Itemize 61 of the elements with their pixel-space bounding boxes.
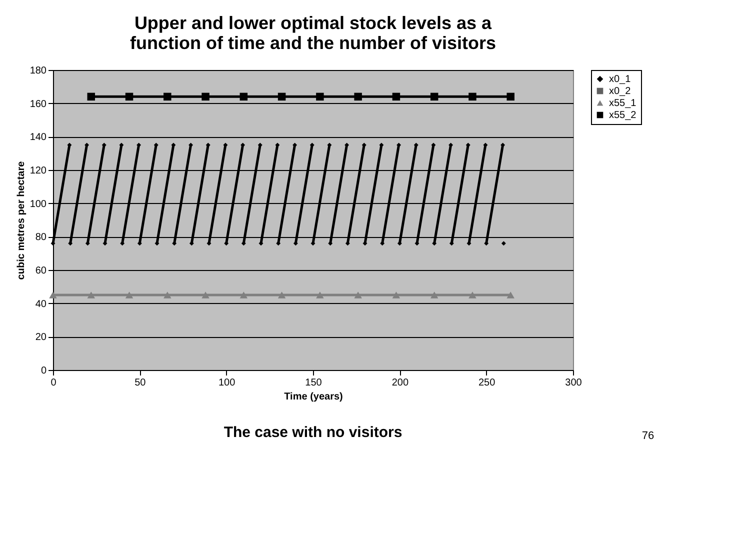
point [506,92,514,101]
x-tick-label: 300 [565,378,582,388]
point [202,292,210,298]
point [278,292,286,298]
x-tick-label: 100 [218,378,236,388]
point [468,92,476,101]
point [397,241,402,246]
point [506,292,514,298]
point [202,92,210,101]
text: The case with no visitors [224,424,402,441]
point [316,292,324,298]
point [501,241,506,246]
legend-label: x0_2 [609,86,632,97]
text: Upper and lower optimal stock levels as a [134,13,492,33]
x-tick-label: 200 [392,378,409,388]
point [468,292,476,298]
y-axis-title: cubic metres per hectare [16,160,27,280]
point [392,92,400,101]
point [293,241,298,246]
text: function of time and the number of visitors [130,33,496,53]
point [137,241,142,246]
point [87,292,96,298]
x-axis-title: Time (years) [284,392,343,402]
point [241,241,246,246]
legend-label: x0_1 [609,74,632,85]
point [85,241,90,246]
y-tick-label: 120 [30,166,47,176]
legend-label: x55_1 [609,98,637,109]
y-tick-label: 160 [30,98,47,110]
point [430,292,438,298]
legend-label: x55_2 [609,110,637,121]
text: 76 [642,430,654,442]
point [316,92,324,101]
point [345,241,350,246]
x-tick-label: 150 [305,378,322,388]
point [125,92,134,101]
y-tick-label: 40 [35,298,47,310]
point [354,92,362,101]
point [49,292,57,298]
y-tick-label: 140 [30,132,47,144]
y-tick-label: 100 [30,198,47,210]
y-tick-label: 180 [30,66,47,76]
point [240,92,248,101]
y-tick-label: 20 [35,332,47,344]
y-tick-label: 0 [40,366,47,376]
point [449,241,454,246]
point [164,292,172,298]
point [125,292,134,298]
x-tick-label: 250 [478,378,496,388]
point [392,292,400,298]
point [189,241,194,246]
y-tick-label: 60 [35,266,47,276]
x-tick-label: 50 [134,378,146,388]
point [430,92,438,101]
point [354,292,362,298]
point [278,92,286,101]
x-tick-label: 0 [50,378,57,388]
point [164,92,172,101]
point [240,292,248,298]
y-tick-label: 80 [35,232,47,244]
point [87,92,96,101]
